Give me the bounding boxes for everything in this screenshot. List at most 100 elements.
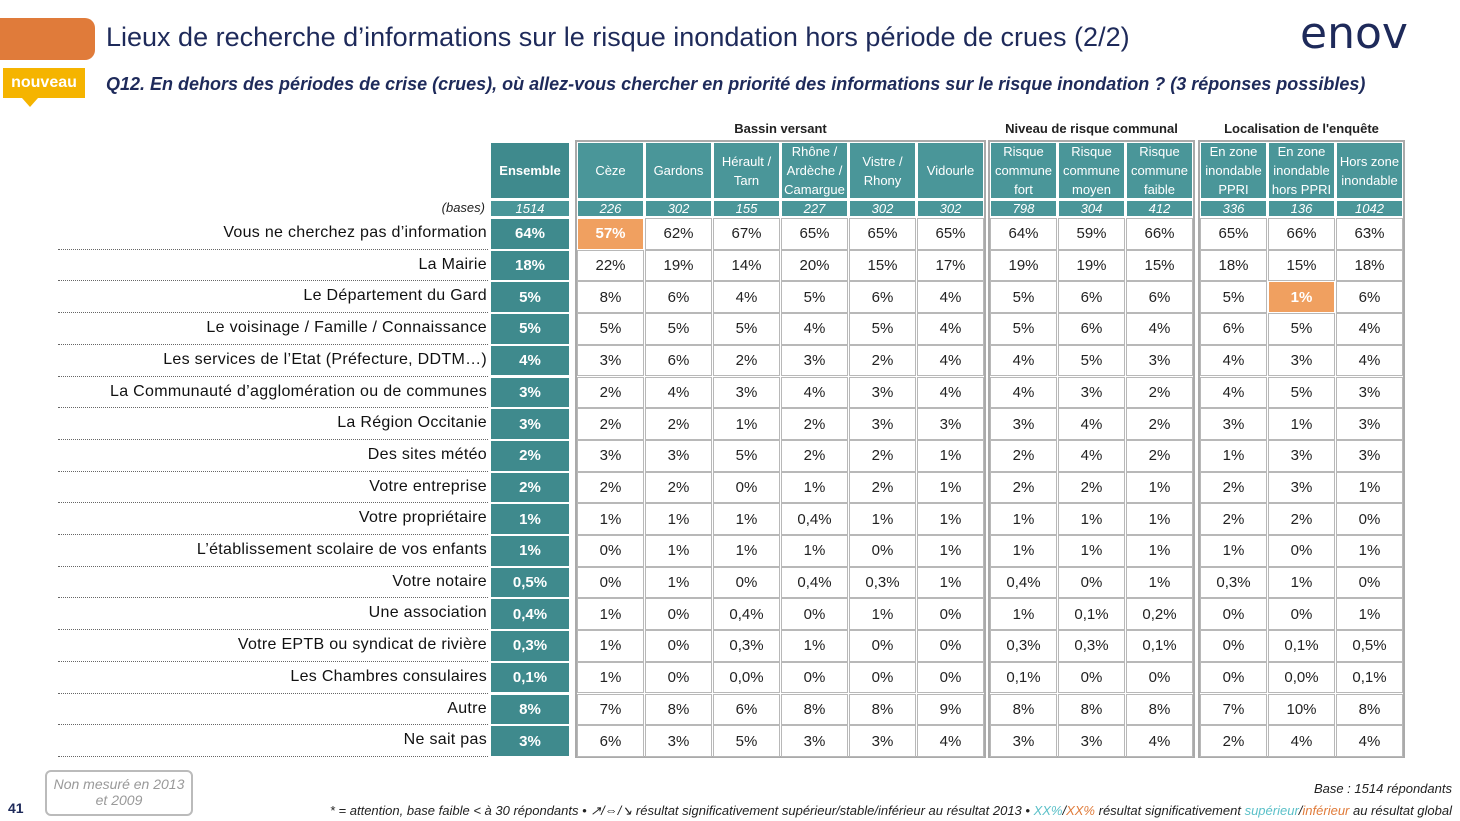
table-cell: 8% bbox=[849, 693, 916, 726]
table-cell: 64% bbox=[990, 218, 1057, 250]
table-cell: 66% bbox=[1126, 218, 1193, 250]
table-cell: 8% bbox=[645, 693, 712, 726]
table-cell: 6% bbox=[1058, 313, 1125, 345]
table-cell: 5% bbox=[713, 313, 780, 345]
base-value: 136 bbox=[1268, 200, 1335, 217]
column-header: Risque commune faible bbox=[1126, 142, 1193, 199]
column-header: Risque commune moyen bbox=[1058, 142, 1125, 199]
table-cell: 0% bbox=[1200, 661, 1267, 694]
table-cell: 4% bbox=[781, 313, 848, 345]
table-cell: 3% bbox=[1126, 344, 1193, 377]
group-title: Bassin versant bbox=[734, 121, 827, 136]
table-cell: 2% bbox=[577, 376, 644, 409]
table-cell: 65% bbox=[917, 218, 984, 250]
table-cell: 3% bbox=[1336, 376, 1403, 409]
table-cell: 0,4% bbox=[990, 566, 1057, 599]
group-box bbox=[1198, 140, 1405, 758]
table-cell: 2% bbox=[990, 471, 1057, 504]
table-cell: 0% bbox=[645, 630, 712, 662]
legend-part: / bbox=[1062, 803, 1067, 818]
table-cell: 1% bbox=[917, 471, 984, 504]
table-cell: 1% bbox=[1126, 503, 1193, 535]
table-cell: 2% bbox=[645, 471, 712, 504]
table-cell: 0% bbox=[645, 598, 712, 631]
base-value: 304 bbox=[1058, 200, 1125, 217]
table-cell: 2% bbox=[645, 408, 712, 440]
row-label: Votre EPTB ou syndicat de rivière bbox=[237, 636, 487, 654]
table-cell: 0,3% bbox=[490, 630, 570, 662]
table-cell: 18% bbox=[1336, 249, 1403, 282]
page-number: 41 bbox=[8, 800, 24, 816]
table-cell: 2% bbox=[1200, 471, 1267, 504]
table-cell: 8% bbox=[990, 693, 1057, 726]
row-label: Les services de l’Etat (Préfecture, DDTM… bbox=[163, 350, 487, 368]
table-cell: 2% bbox=[577, 471, 644, 504]
table-cell: 2% bbox=[849, 471, 916, 504]
row-divider bbox=[58, 248, 488, 250]
table-cell: 0% bbox=[917, 661, 984, 694]
legend: * = attention, base faible < à 30 répond… bbox=[330, 803, 1452, 819]
base-value: 227 bbox=[781, 200, 848, 217]
base-value: 302 bbox=[849, 200, 916, 217]
column-header: Gardons bbox=[645, 142, 712, 199]
table-cell: 0% bbox=[917, 630, 984, 662]
table-cell: 18% bbox=[1200, 249, 1267, 282]
table-cell: 67% bbox=[713, 218, 780, 250]
table-cell: 0% bbox=[1336, 503, 1403, 535]
column-header: Vistre / Rhony bbox=[849, 142, 916, 199]
row-label: Ne sait pas bbox=[403, 731, 487, 749]
table-cell: 2% bbox=[713, 344, 780, 377]
table-cell: 2% bbox=[1126, 376, 1193, 409]
table-cell: 64% bbox=[490, 218, 570, 250]
row-divider bbox=[58, 312, 488, 314]
table-cell: 1% bbox=[781, 471, 848, 504]
table-cell: 7% bbox=[577, 693, 644, 726]
column-header: Cèze bbox=[577, 142, 644, 199]
row-label: Les Chambres consulaires bbox=[290, 667, 487, 685]
base-value: 1514 bbox=[490, 200, 570, 217]
table-cell: 3% bbox=[849, 725, 916, 757]
table-cell: 1% bbox=[1200, 439, 1267, 472]
table-cell: 6% bbox=[1200, 313, 1267, 345]
table-cell: 0,1% bbox=[1336, 661, 1403, 694]
table-cell: 65% bbox=[781, 218, 848, 250]
table-cell: 0,5% bbox=[490, 566, 570, 599]
table-cell: 2% bbox=[990, 439, 1057, 472]
table-cell: 5% bbox=[990, 313, 1057, 345]
group-box bbox=[575, 140, 986, 758]
table-cell: 4% bbox=[1200, 376, 1267, 409]
title: Lieux de recherche d’informations sur le… bbox=[106, 22, 1130, 52]
table-cell: 3% bbox=[781, 725, 848, 757]
table-cell: 0,3% bbox=[1058, 630, 1125, 662]
row-label: Votre entreprise bbox=[369, 477, 487, 495]
table-cell: 0% bbox=[577, 566, 644, 599]
logo: enov bbox=[1300, 8, 1408, 59]
table-cell: 0% bbox=[1058, 661, 1125, 694]
table-cell: 6% bbox=[849, 281, 916, 314]
row-divider bbox=[58, 660, 488, 662]
table-cell: 0% bbox=[781, 661, 848, 694]
table-cell: 8% bbox=[1336, 693, 1403, 726]
table-cell: 6% bbox=[713, 693, 780, 726]
table-cell: 9% bbox=[917, 693, 984, 726]
table-cell: 1% bbox=[1126, 535, 1193, 567]
table-cell: 5% bbox=[781, 281, 848, 314]
table-cell: 2% bbox=[490, 439, 570, 472]
table-cell: 2% bbox=[490, 471, 570, 504]
base-value: 302 bbox=[917, 200, 984, 217]
table-cell: 0% bbox=[849, 535, 916, 567]
table-cell: 0% bbox=[1336, 566, 1403, 599]
table-cell: 6% bbox=[645, 344, 712, 377]
table-cell: 0,0% bbox=[713, 661, 780, 694]
table-cell: 0,4% bbox=[781, 503, 848, 535]
table-cell: 59% bbox=[1058, 218, 1125, 250]
table-cell: 1% bbox=[990, 503, 1057, 535]
table-cell: 1% bbox=[1200, 535, 1267, 567]
table-cell: 0% bbox=[713, 471, 780, 504]
table-cell: 2% bbox=[781, 408, 848, 440]
table-cell: 0,3% bbox=[849, 566, 916, 599]
table-cell: 1% bbox=[1126, 471, 1193, 504]
row-divider bbox=[58, 565, 488, 567]
note: Non mesuré en 2013 et 2009 bbox=[45, 770, 193, 816]
table-cell: 1% bbox=[917, 503, 984, 535]
